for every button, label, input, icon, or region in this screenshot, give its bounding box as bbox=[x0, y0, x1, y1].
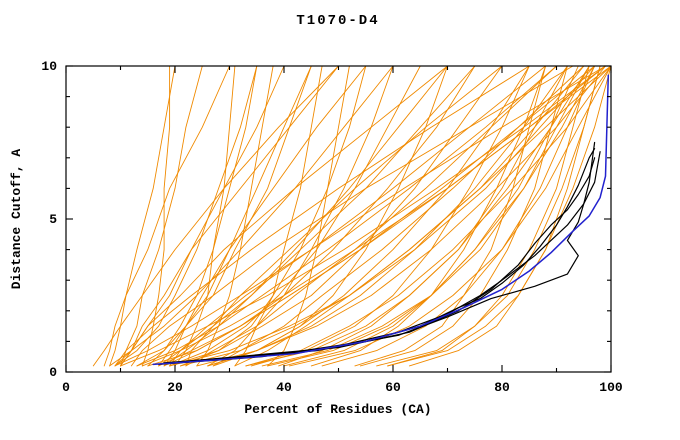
model-curve-orange bbox=[376, 65, 601, 367]
x-tick-label: 80 bbox=[494, 380, 510, 395]
model-curve-orange bbox=[120, 65, 203, 367]
plot-area: 0 20 40 60 80 100 0 5 10 bbox=[41, 59, 623, 395]
model-curve-orange bbox=[114, 65, 258, 367]
x-tick-label: 40 bbox=[276, 380, 292, 395]
model-curve-orange bbox=[147, 65, 476, 367]
model-curve-orange bbox=[354, 65, 547, 367]
model-curve-blue bbox=[152, 74, 610, 366]
model-curve-orange bbox=[250, 65, 530, 367]
model-curve-orange bbox=[169, 65, 596, 367]
model-curve-orange bbox=[169, 65, 606, 367]
model-curve-orange bbox=[408, 65, 601, 367]
model-curve-orange bbox=[114, 65, 530, 367]
model-curve-orange bbox=[207, 65, 394, 367]
y-tick-label: 10 bbox=[41, 59, 57, 74]
model-curve-orange bbox=[92, 65, 339, 367]
x-axis-label: Percent of Residues (CA) bbox=[244, 402, 431, 417]
model-curve-orange bbox=[245, 65, 612, 367]
x-tick-label: 20 bbox=[167, 380, 183, 395]
model-curve-orange bbox=[130, 65, 574, 367]
x-tick-label: 0 bbox=[62, 380, 70, 395]
x-tick-label: 100 bbox=[599, 380, 623, 395]
model-curve-orange bbox=[158, 65, 476, 367]
model-curve-orange bbox=[179, 65, 367, 367]
model-curve-orange bbox=[103, 65, 230, 367]
model-curve-orange bbox=[359, 65, 568, 367]
model-curve-orange bbox=[109, 65, 176, 367]
y-tick-label: 0 bbox=[49, 365, 57, 380]
model-curve-orange bbox=[169, 65, 503, 367]
model-curve-orange bbox=[136, 65, 557, 367]
x-tick-label: 60 bbox=[385, 380, 401, 395]
model-curve-orange bbox=[212, 65, 585, 367]
model-curve-orange bbox=[196, 65, 274, 367]
model-curve-orange bbox=[234, 65, 323, 367]
model-curve-orange bbox=[174, 65, 236, 367]
model-curve-orange bbox=[141, 65, 171, 367]
model-curve-orange bbox=[120, 65, 448, 367]
model-curve-orange bbox=[283, 65, 579, 367]
model-curve-black bbox=[185, 157, 596, 362]
model-curve-orange bbox=[185, 65, 503, 367]
model-curve-orange bbox=[310, 65, 547, 367]
model-curve-orange bbox=[120, 65, 339, 367]
model-curve-orange bbox=[267, 65, 350, 367]
model-curve-orange bbox=[158, 65, 312, 367]
model-curve-orange bbox=[207, 65, 568, 367]
model-curve-orange bbox=[387, 65, 590, 367]
y-tick-label: 5 bbox=[49, 212, 57, 227]
chart-title: T1070-D4 bbox=[296, 13, 379, 29]
model-curve-orange bbox=[212, 65, 530, 367]
model-curve-orange bbox=[185, 65, 557, 367]
model-curve-orange bbox=[120, 65, 606, 367]
model-curve-orange bbox=[163, 65, 448, 367]
model-curve-orange bbox=[321, 65, 596, 367]
y-axis-label: Distance Cutoff, A bbox=[9, 149, 24, 290]
model-curve-orange bbox=[234, 65, 612, 367]
model-curve-orange bbox=[114, 65, 547, 367]
